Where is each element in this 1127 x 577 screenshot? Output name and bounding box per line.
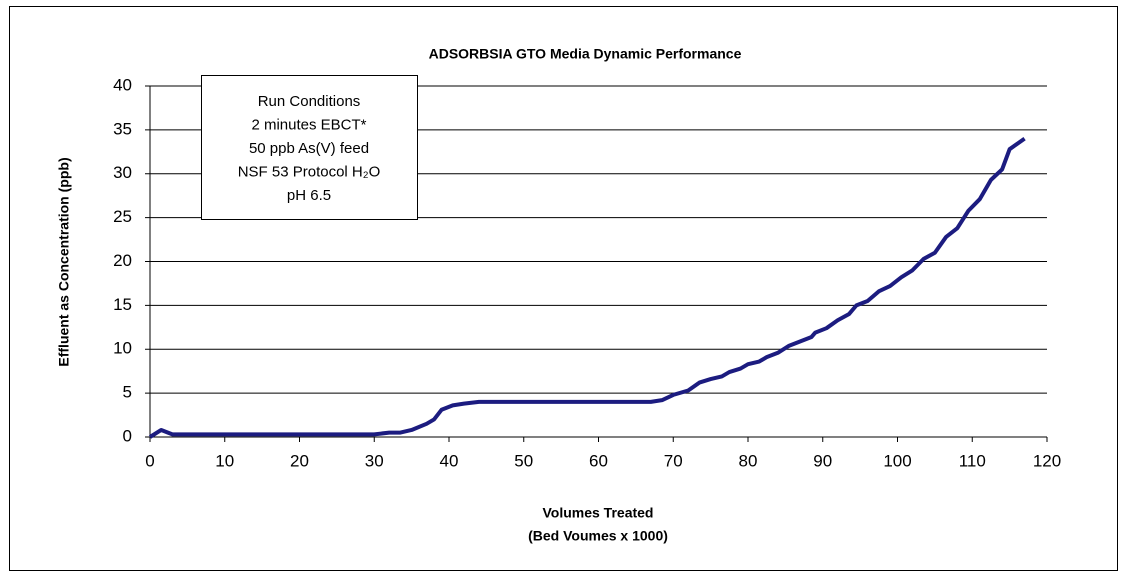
x-tick-label: 70: [664, 451, 683, 470]
annotation-text: 2 minutes EBCT*: [251, 116, 366, 133]
annotation-text: 50 ppb As(V) feed: [249, 140, 369, 157]
x-tick-label: 100: [883, 451, 911, 470]
x-tick-label: 110: [959, 451, 986, 470]
x-axis-label: Volumes Treated: [542, 505, 653, 521]
annotation-box: [201, 75, 418, 220]
x-axis-label: (Bed Voumes x 1000): [528, 528, 668, 544]
x-tick-label: 20: [290, 451, 309, 470]
data-line: [148, 137, 1026, 439]
chart-border: [9, 6, 1118, 571]
annotation-text: NSF 53 Protocol H₂O: [238, 163, 381, 180]
x-tick-label: 60: [589, 451, 608, 470]
y-tick-label: 30: [113, 163, 132, 182]
y-tick-label: 5: [123, 383, 132, 402]
y-tick-label: 0: [123, 426, 132, 445]
x-tick-label: 50: [514, 451, 533, 470]
y-tick-label: 20: [113, 251, 132, 270]
x-tick-label: 80: [739, 451, 758, 470]
annotation-text: pH 6.5: [287, 187, 331, 204]
y-tick-label: 15: [113, 295, 132, 314]
annotation-text: Run Conditions: [258, 93, 361, 110]
x-tick-label: 30: [365, 451, 384, 470]
x-tick-label: 90: [813, 451, 832, 470]
y-axis-label: Effluent as Concentration (ppb): [56, 157, 72, 366]
x-tick-label: 0: [145, 451, 154, 470]
y-tick-label: 10: [113, 339, 132, 358]
x-tick-label: 40: [440, 451, 459, 470]
y-tick-label: 35: [113, 119, 132, 138]
y-tick-label: 25: [113, 207, 132, 226]
x-tick-label: 120: [1033, 451, 1061, 470]
chart-title: ADSORBSIA GTO Media Dynamic Performance: [429, 46, 742, 62]
y-tick-label: 40: [113, 75, 132, 94]
x-tick-label: 10: [215, 451, 234, 470]
